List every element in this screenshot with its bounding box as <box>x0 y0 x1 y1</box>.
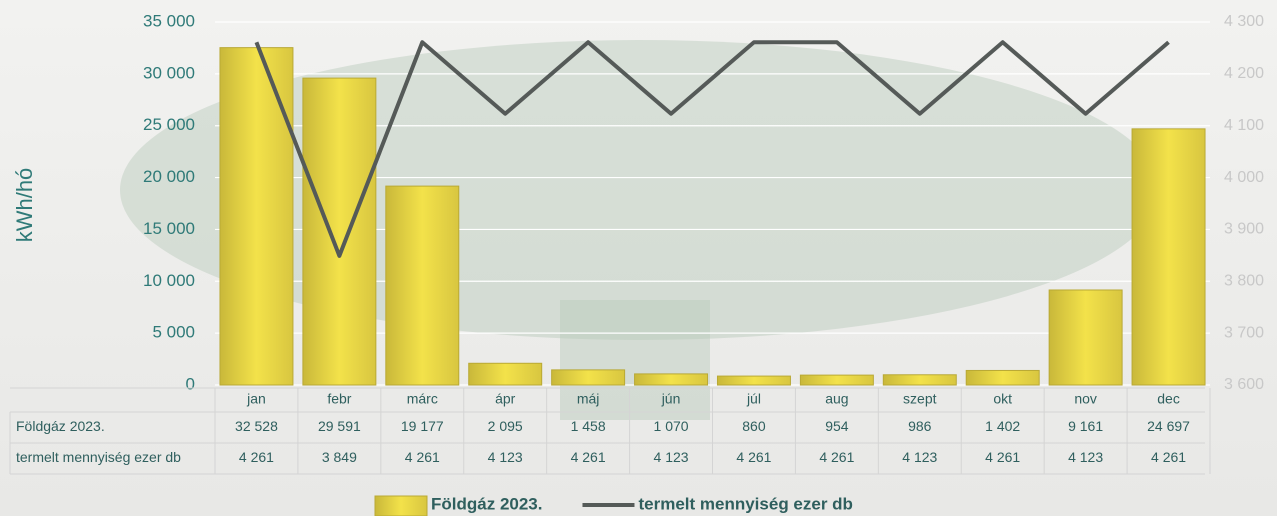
x-tick-label: jún <box>661 391 681 407</box>
bar <box>1131 128 1206 386</box>
table-cell: 29 591 <box>318 418 361 434</box>
bar <box>219 47 294 386</box>
y2-tick-label: 3 900 <box>1224 221 1264 238</box>
y2-tick-label: 4 100 <box>1224 117 1264 134</box>
table-cell: 986 <box>908 418 932 434</box>
y-tick-label: 30 000 <box>143 63 195 82</box>
y-tick-label: 0 <box>186 374 195 393</box>
y-tick-label: 10 000 <box>143 271 195 290</box>
y-tick-label: 20 000 <box>143 167 195 186</box>
table-cell: 24 697 <box>1147 418 1190 434</box>
y2-tick-label: 3 700 <box>1224 324 1264 341</box>
trunk-decor <box>560 300 710 420</box>
table-cell: 1 458 <box>571 418 606 434</box>
x-tick-label: márc <box>407 391 438 407</box>
table-row-header: termelt mennyiség ezer db <box>16 449 181 465</box>
y2-tick-label: 3 800 <box>1224 273 1264 290</box>
bar <box>965 369 1040 386</box>
table-cell: 4 261 <box>1151 449 1186 465</box>
x-tick-label: ápr <box>495 391 516 407</box>
bar <box>882 374 957 386</box>
table-cell: 9 161 <box>1068 418 1103 434</box>
y-tick-label: 5 000 <box>152 323 195 342</box>
bar <box>385 185 460 386</box>
x-tick-label: júl <box>746 391 761 407</box>
table-cell: 2 095 <box>488 418 523 434</box>
legend-label: termelt mennyiség ezer db <box>638 494 852 513</box>
y-tick-label: 35 000 <box>143 11 195 30</box>
table-cell: 4 123 <box>654 449 689 465</box>
table-cell: 954 <box>825 418 849 434</box>
y2-tick-label: 4 000 <box>1224 169 1264 186</box>
legend-swatch <box>374 495 428 516</box>
bar <box>468 362 543 386</box>
bar <box>799 374 874 386</box>
bar <box>551 369 626 386</box>
tree-decor <box>120 40 1160 340</box>
bar <box>716 375 791 386</box>
table-row-header: Földgáz 2023. <box>16 418 105 434</box>
y2-tick-label: 4 200 <box>1224 65 1264 82</box>
bar <box>634 373 709 386</box>
table-cell: 860 <box>742 418 766 434</box>
y2-tick-label: 3 600 <box>1224 376 1264 393</box>
table-cell: 4 261 <box>405 449 440 465</box>
x-tick-label: nov <box>1074 391 1097 407</box>
x-tick-label: aug <box>825 391 848 407</box>
y-axis-label: kWh/hó <box>12 168 37 243</box>
x-tick-label: febr <box>327 391 351 407</box>
table-cell: 1 070 <box>654 418 689 434</box>
x-tick-label: jan <box>246 391 266 407</box>
table-cell: 1 402 <box>985 418 1020 434</box>
table-cell: 4 261 <box>736 449 771 465</box>
y-tick-label: 25 000 <box>143 115 195 134</box>
legend-label: Földgáz 2023. <box>431 494 542 513</box>
line <box>254 40 1170 258</box>
table-cell: 4 123 <box>902 449 937 465</box>
x-tick-label: okt <box>993 391 1012 407</box>
table-cell: 4 261 <box>239 449 274 465</box>
table-cell: 32 528 <box>235 418 278 434</box>
table-cell: 4 123 <box>488 449 523 465</box>
table-cell: 4 261 <box>819 449 854 465</box>
x-tick-label: szept <box>903 391 937 407</box>
table-cell: 4 261 <box>985 449 1020 465</box>
table-cell: 3 849 <box>322 449 357 465</box>
y2-tick-label: 4 300 <box>1224 13 1264 30</box>
bar <box>1048 289 1123 386</box>
table-cell: 19 177 <box>401 418 444 434</box>
y-tick-label: 15 000 <box>143 219 195 238</box>
table-cell: 4 123 <box>1068 449 1103 465</box>
bar <box>302 77 377 386</box>
x-tick-label: dec <box>1157 391 1180 407</box>
x-tick-label: máj <box>577 391 600 407</box>
table-cell: 4 261 <box>571 449 606 465</box>
